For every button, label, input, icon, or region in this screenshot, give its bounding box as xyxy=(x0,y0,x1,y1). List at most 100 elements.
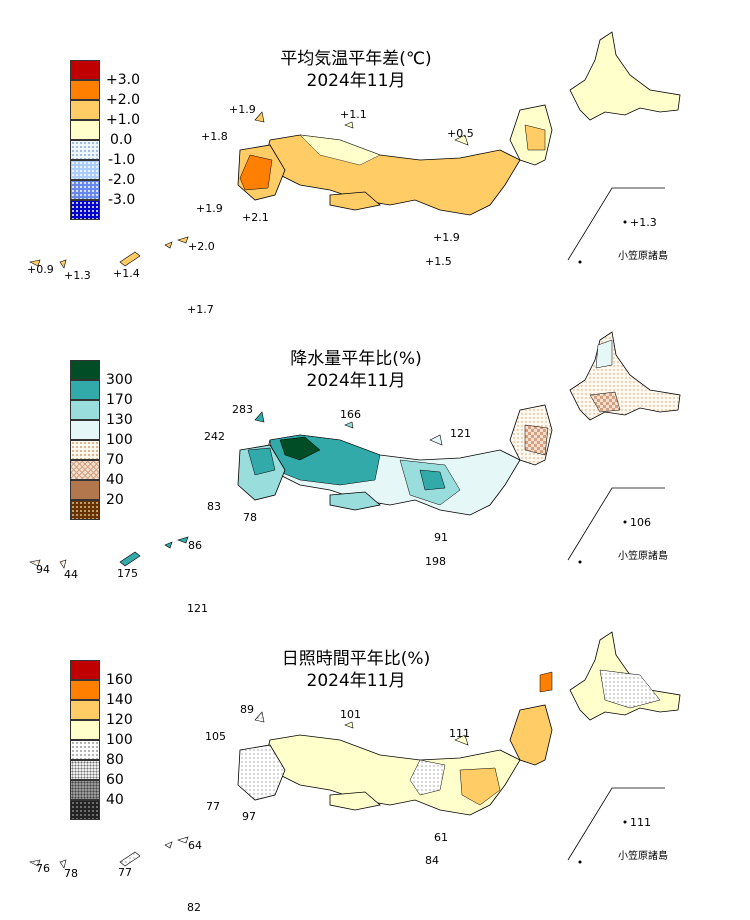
shikoku-region xyxy=(329,791,381,811)
nansei-islands xyxy=(119,536,189,567)
shikoku-region xyxy=(329,491,381,511)
chichijima-dot xyxy=(623,820,627,824)
legend-swatch xyxy=(70,500,100,520)
tsushima-island xyxy=(254,111,265,123)
legend-swatch xyxy=(70,440,100,460)
legend-label: 0.0 xyxy=(110,132,133,148)
station-value: 78 xyxy=(64,867,78,880)
precipitation-panel: 降水量平年比(%) 2024年11月 300 170 130 100 70 40… xyxy=(0,300,750,615)
station-value: 94 xyxy=(36,563,50,576)
oki-island xyxy=(344,421,354,429)
station-value: +1.7 xyxy=(187,303,214,316)
hokkaido-region xyxy=(569,31,681,121)
legend-label: 100 xyxy=(106,432,133,448)
tohoku-region xyxy=(509,704,553,766)
station-value: 121 xyxy=(450,427,471,440)
sunshine-title-line2: 2024年11月 xyxy=(306,671,406,691)
legend-swatch xyxy=(70,60,100,80)
honshu-coast-yellow xyxy=(299,134,381,166)
legend-label: 300 xyxy=(106,372,133,388)
hokkaido-region xyxy=(569,331,681,421)
legend-swatch xyxy=(70,380,100,400)
station-value: 91 xyxy=(434,531,448,544)
legend-label: -1.0 xyxy=(108,152,136,168)
legend-label: 20 xyxy=(106,492,124,508)
legend-label: 40 xyxy=(106,792,124,808)
station-value: +0.9 xyxy=(27,263,54,276)
legend-label: 160 xyxy=(106,672,133,688)
legend-swatch xyxy=(70,680,100,700)
legend-swatch xyxy=(70,160,100,180)
station-value: 44 xyxy=(64,568,78,581)
station-value: +2.0 xyxy=(188,240,215,253)
station-value: 82 xyxy=(187,901,201,914)
tsushima-island xyxy=(254,411,265,423)
honshu-region xyxy=(264,134,521,216)
legend-swatch xyxy=(70,720,100,740)
legend-label: +1.0 xyxy=(106,112,140,128)
sunshine-title: 日照時間平年比(%) 2024年11月 xyxy=(226,648,486,692)
legend-swatch xyxy=(70,360,100,380)
legend-label: -3.0 xyxy=(108,192,136,208)
station-value: 283 xyxy=(232,403,253,416)
legend-label: 60 xyxy=(106,772,124,788)
ogasawara-inset-frame xyxy=(567,187,665,261)
chichijima-dot xyxy=(623,220,627,224)
legend-swatch xyxy=(70,80,100,100)
station-value: +2.1 xyxy=(242,211,269,224)
hokkaido-dry-area xyxy=(589,391,621,413)
station-value: 121 xyxy=(187,602,208,615)
chichijima-dot xyxy=(623,520,627,524)
ogasawara-label: 小笠原諸島 xyxy=(618,851,668,862)
ogasawara-inset-frame xyxy=(567,787,665,861)
ogasawara-label: 小笠原諸島 xyxy=(618,251,668,262)
station-value: +1.1 xyxy=(340,108,367,121)
station-value: +1.3 xyxy=(630,216,657,229)
legend-label: -2.0 xyxy=(108,172,136,188)
tsushima-island xyxy=(254,711,265,723)
temperature-map xyxy=(29,31,681,269)
sunshine-map xyxy=(29,631,681,869)
legend-label: 170 xyxy=(106,392,133,408)
station-value: 77 xyxy=(118,866,132,879)
station-value: 166 xyxy=(340,408,361,421)
legend-label: 100 xyxy=(106,732,133,748)
station-value: 242 xyxy=(204,430,225,443)
station-value: 198 xyxy=(425,555,446,568)
nansei-islands xyxy=(119,236,189,267)
sunshine-panel: 日照時間平年比(%) 2024年11月 160 140 120 100 80 6… xyxy=(0,600,750,914)
hokkaido-north-area xyxy=(595,339,613,369)
station-value: 83 xyxy=(207,500,221,513)
precipitation-map xyxy=(29,331,681,569)
honshu-sunny-east xyxy=(459,767,501,806)
kyushu-wet-area xyxy=(247,447,276,476)
station-value: 106 xyxy=(630,516,651,529)
station-value: 76 xyxy=(36,862,50,875)
legend-swatch xyxy=(70,760,100,780)
nansei-islands xyxy=(119,836,189,867)
station-value: 84 xyxy=(425,854,439,867)
legend-swatch xyxy=(70,140,100,160)
station-value: +1.9 xyxy=(196,202,223,215)
precipitation-title-line1: 降水量平年比(%) xyxy=(290,349,422,369)
station-value: +1.4 xyxy=(113,267,140,280)
legend-label: 40 xyxy=(106,472,124,488)
station-value: 86 xyxy=(188,539,202,552)
oki-island xyxy=(344,121,354,129)
legend-label: 70 xyxy=(106,452,124,468)
legend-label: +2.0 xyxy=(106,92,140,108)
hokkaido-low-sun-area xyxy=(599,669,661,709)
station-value: 111 xyxy=(449,727,470,740)
sunshine-title-line1: 日照時間平年比(%) xyxy=(281,649,431,669)
kyushu-region xyxy=(237,744,286,801)
hokkaido-sunny-area xyxy=(539,671,553,693)
station-value: 77 xyxy=(206,800,220,813)
tohoku-east-area xyxy=(524,124,546,151)
legend-label: 140 xyxy=(106,692,133,708)
temperature-title: 平均気温平年差(℃) 2024年11月 xyxy=(226,48,486,92)
station-value: 64 xyxy=(188,839,202,852)
station-value: +1.9 xyxy=(229,103,256,116)
legend-swatch xyxy=(70,200,100,220)
ogasawara-dot xyxy=(578,560,582,564)
legend-swatch xyxy=(70,420,100,440)
